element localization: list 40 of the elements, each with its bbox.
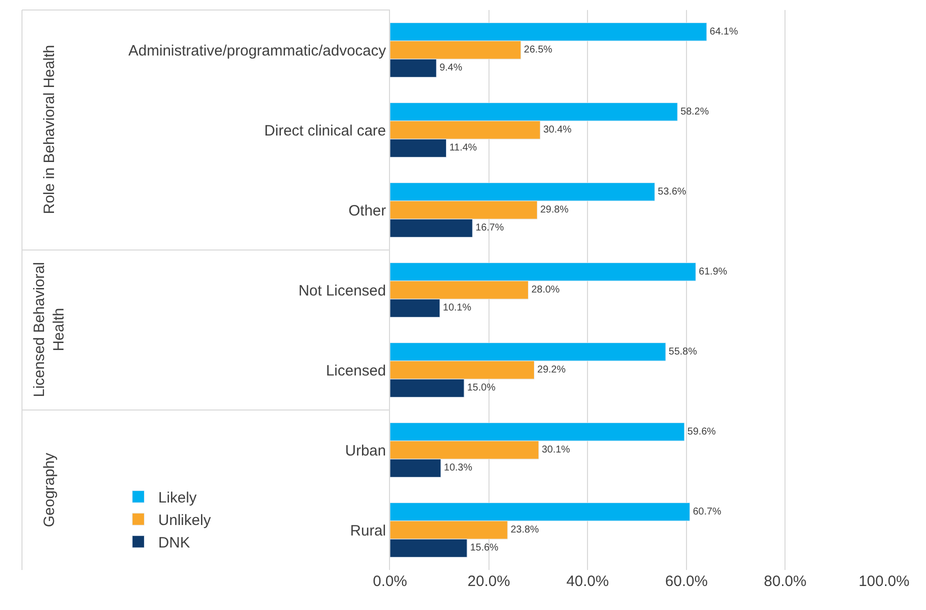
y-tick-label: Not Licensed bbox=[298, 282, 386, 300]
legend-label: Likely bbox=[158, 490, 198, 506]
data-label: 28.0% bbox=[531, 284, 560, 296]
data-label: 30.4% bbox=[543, 124, 572, 136]
y-tick-label: Other bbox=[348, 202, 386, 220]
data-label: 64.1% bbox=[710, 26, 738, 38]
x-tick-label: 40.0% bbox=[566, 573, 609, 590]
x-tick-label: 100.0% bbox=[858, 573, 910, 590]
text: Geography bbox=[41, 452, 58, 528]
data-label: 26.5% bbox=[524, 44, 552, 56]
data-label: 58.2% bbox=[680, 106, 709, 118]
text: Role in Behavioral Health bbox=[41, 44, 58, 214]
data-label: 10.1% bbox=[442, 302, 472, 314]
x-tick-label: 60.0% bbox=[665, 573, 708, 590]
x-tick-label: 0.0% bbox=[372, 573, 408, 590]
data-label: 30.1% bbox=[542, 444, 570, 456]
data-label: 61.9% bbox=[698, 266, 728, 278]
data-label: 10.3% bbox=[444, 462, 472, 474]
y-tick-label: Administrative/programmatic/advocacy bbox=[128, 42, 386, 60]
legend-label: DNK bbox=[158, 534, 190, 552]
data-label: 29.8% bbox=[540, 204, 569, 216]
text: Licensed Behavioral Health bbox=[31, 262, 68, 398]
x-tick-label: 20.0% bbox=[468, 573, 510, 590]
data-label: 29.2% bbox=[537, 364, 566, 376]
x-tick-label: 80.0% bbox=[764, 573, 806, 590]
data-label: 53.6% bbox=[658, 186, 686, 198]
data-label: 23.8% bbox=[510, 524, 540, 536]
data-label: 15.6% bbox=[470, 542, 499, 554]
y-tick-label: Urban bbox=[345, 442, 386, 460]
data-label: 55.8% bbox=[668, 346, 698, 358]
data-label: 59.6% bbox=[687, 426, 716, 438]
data-label: 9.4% bbox=[439, 62, 462, 74]
data-label: 11.4% bbox=[449, 142, 478, 154]
data-label: 16.7% bbox=[476, 222, 504, 234]
data-label: 15.0% bbox=[467, 382, 496, 394]
legend-label: Unlikely bbox=[158, 512, 212, 529]
y-tick-label: Direct clinical care bbox=[264, 122, 386, 140]
y-tick-label: Licensed bbox=[326, 362, 386, 380]
data-label: 60.7% bbox=[692, 506, 722, 518]
y-tick-label: Rural bbox=[350, 522, 386, 540]
